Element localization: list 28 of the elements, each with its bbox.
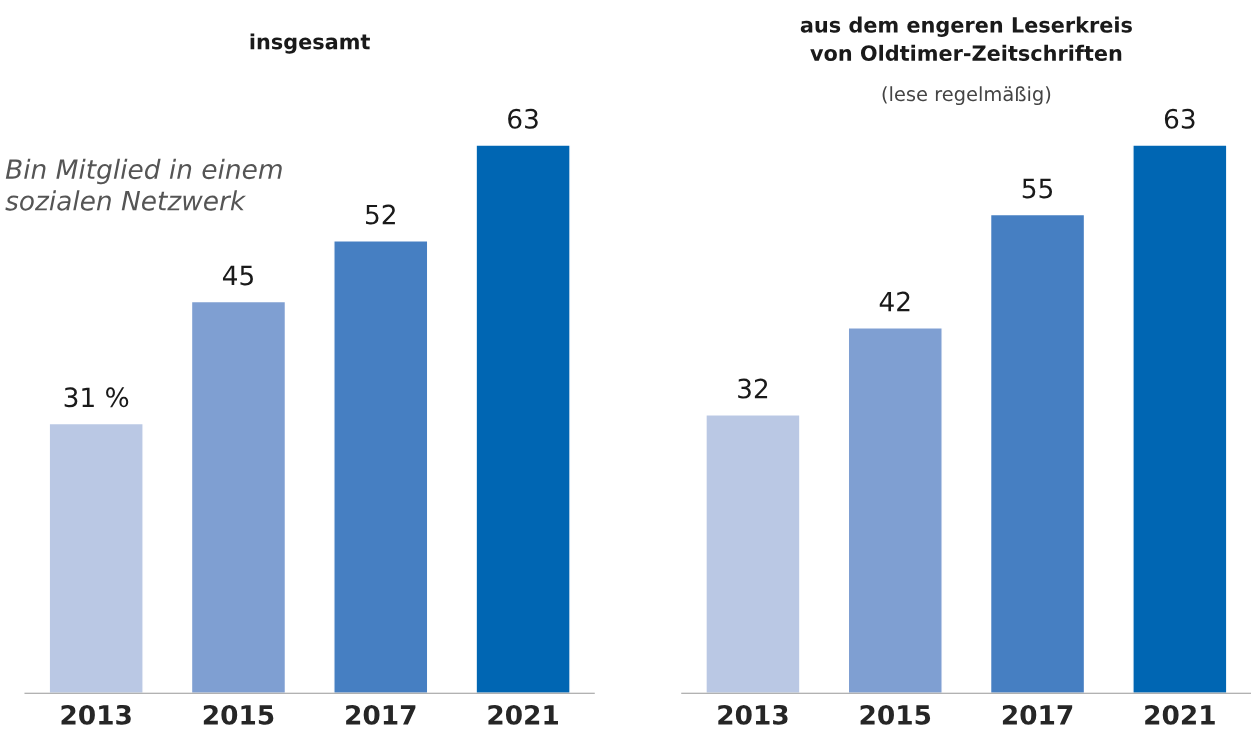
data-label: 42	[879, 291, 910, 312]
data-label: 63	[1164, 108, 1195, 129]
chart-title: insgesamt	[250, 33, 370, 54]
data-label: 63	[508, 108, 538, 129]
x-tick-label: 2021	[1145, 704, 1215, 725]
data-label: 52	[366, 204, 395, 225]
x-tick-label: 2021	[488, 704, 558, 725]
x-tick-label: 2015	[860, 704, 931, 725]
bar	[847, 327, 943, 694]
bar	[333, 240, 429, 694]
bar	[48, 422, 144, 694]
bar	[705, 414, 801, 694]
data-label: 32	[738, 378, 768, 399]
annotation: Bin Mitglied in einem sozialen Netzwerk	[5, 158, 282, 211]
bar	[989, 213, 1086, 694]
x-tick-label: 2013	[61, 704, 131, 725]
bar	[475, 144, 571, 694]
x-tick-label: 2017	[1002, 704, 1073, 725]
chart-title: aus dem engeren Leserkreis von Oldtimer-Zeitschriften	[800, 16, 1132, 61]
bar	[190, 300, 287, 694]
x-tick-label: 2017	[346, 704, 416, 725]
x-tick-label: 2015	[203, 704, 274, 725]
x-tick-label: 2013	[718, 704, 788, 725]
data-label: 55	[1022, 178, 1053, 199]
data-label: 45	[222, 265, 253, 286]
data-label: 31 %	[64, 387, 129, 408]
chart-subtitle: (lese regelmäßig)	[882, 86, 1051, 106]
bar	[1132, 144, 1228, 694]
